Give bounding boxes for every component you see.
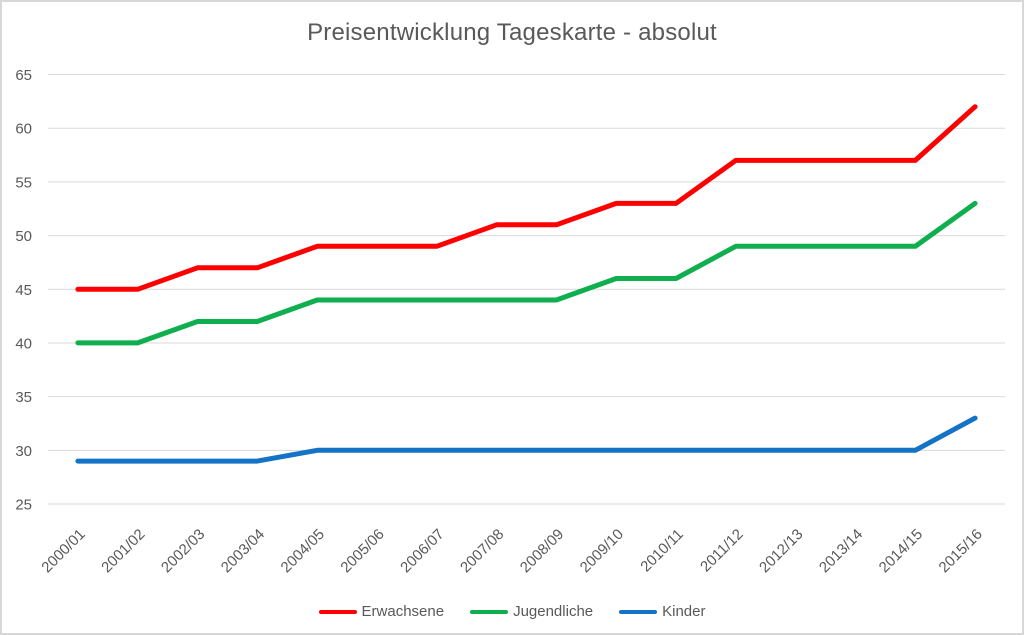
- series-line-kinder: [75, 415, 978, 464]
- y-axis-label-40: 40: [15, 335, 32, 352]
- x-axis-label-2002-03: 2002/03: [158, 526, 208, 576]
- legend-swatch-jugendliche: [470, 609, 509, 614]
- y-axis-label-55: 55: [15, 174, 32, 191]
- series-line-jugendliche: [75, 200, 978, 346]
- x-axis-label-2007-08: 2007/08: [457, 526, 507, 576]
- legend-item-jugendliche[interactable]: Jugendliche: [470, 603, 593, 620]
- legend-label-kinder: Kinder: [662, 603, 706, 620]
- x-axis-label-2003-04: 2003/04: [218, 526, 268, 576]
- legend-label-erwachsene: Erwachsene: [361, 603, 445, 620]
- y-axis-label-35: 35: [15, 389, 32, 406]
- legend-label-jugendliche: Jugendliche: [513, 603, 594, 620]
- y-axis-label-45: 45: [15, 282, 32, 299]
- x-axis-label-2001-02: 2001/02: [98, 526, 148, 576]
- legend-swatch-erwachsene: [318, 609, 357, 614]
- legend-item-kinder[interactable]: Kinder: [619, 603, 705, 620]
- x-axis-label-2013-14: 2013/14: [816, 526, 866, 576]
- x-axis-label-2009-10: 2009/10: [577, 526, 627, 576]
- x-axis-label-2005-06: 2005/06: [337, 526, 387, 576]
- x-axis-label-2012-13: 2012/13: [756, 526, 806, 576]
- y-axis-label-25: 25: [15, 497, 32, 514]
- x-axis-label-2004-05: 2004/05: [278, 526, 328, 576]
- x-axis-label-2011-12: 2011/12: [697, 526, 747, 576]
- chart-legend: Erwachsene Jugendliche Kinder: [2, 603, 1022, 620]
- x-axis-label-2006-07: 2006/07: [397, 526, 447, 576]
- y-axis-label-30: 30: [15, 443, 32, 460]
- y-axis-label-65: 65: [15, 67, 32, 84]
- x-axis-label-2014-15: 2014/15: [876, 526, 926, 576]
- y-axis-label-50: 50: [15, 228, 32, 245]
- x-axis-label-2015-16: 2015/16: [936, 526, 986, 576]
- legend-swatch-kinder: [619, 609, 658, 614]
- series-line-erwachsene: [75, 104, 978, 292]
- x-axis-label-2000-01: 2000/01: [38, 526, 88, 576]
- legend-item-erwachsene[interactable]: Erwachsene: [318, 603, 445, 620]
- y-axis-label-60: 60: [15, 121, 32, 138]
- x-axis-label-2008-09: 2008/09: [517, 526, 567, 576]
- x-axis-label-2010-11: 2010/11: [637, 526, 687, 576]
